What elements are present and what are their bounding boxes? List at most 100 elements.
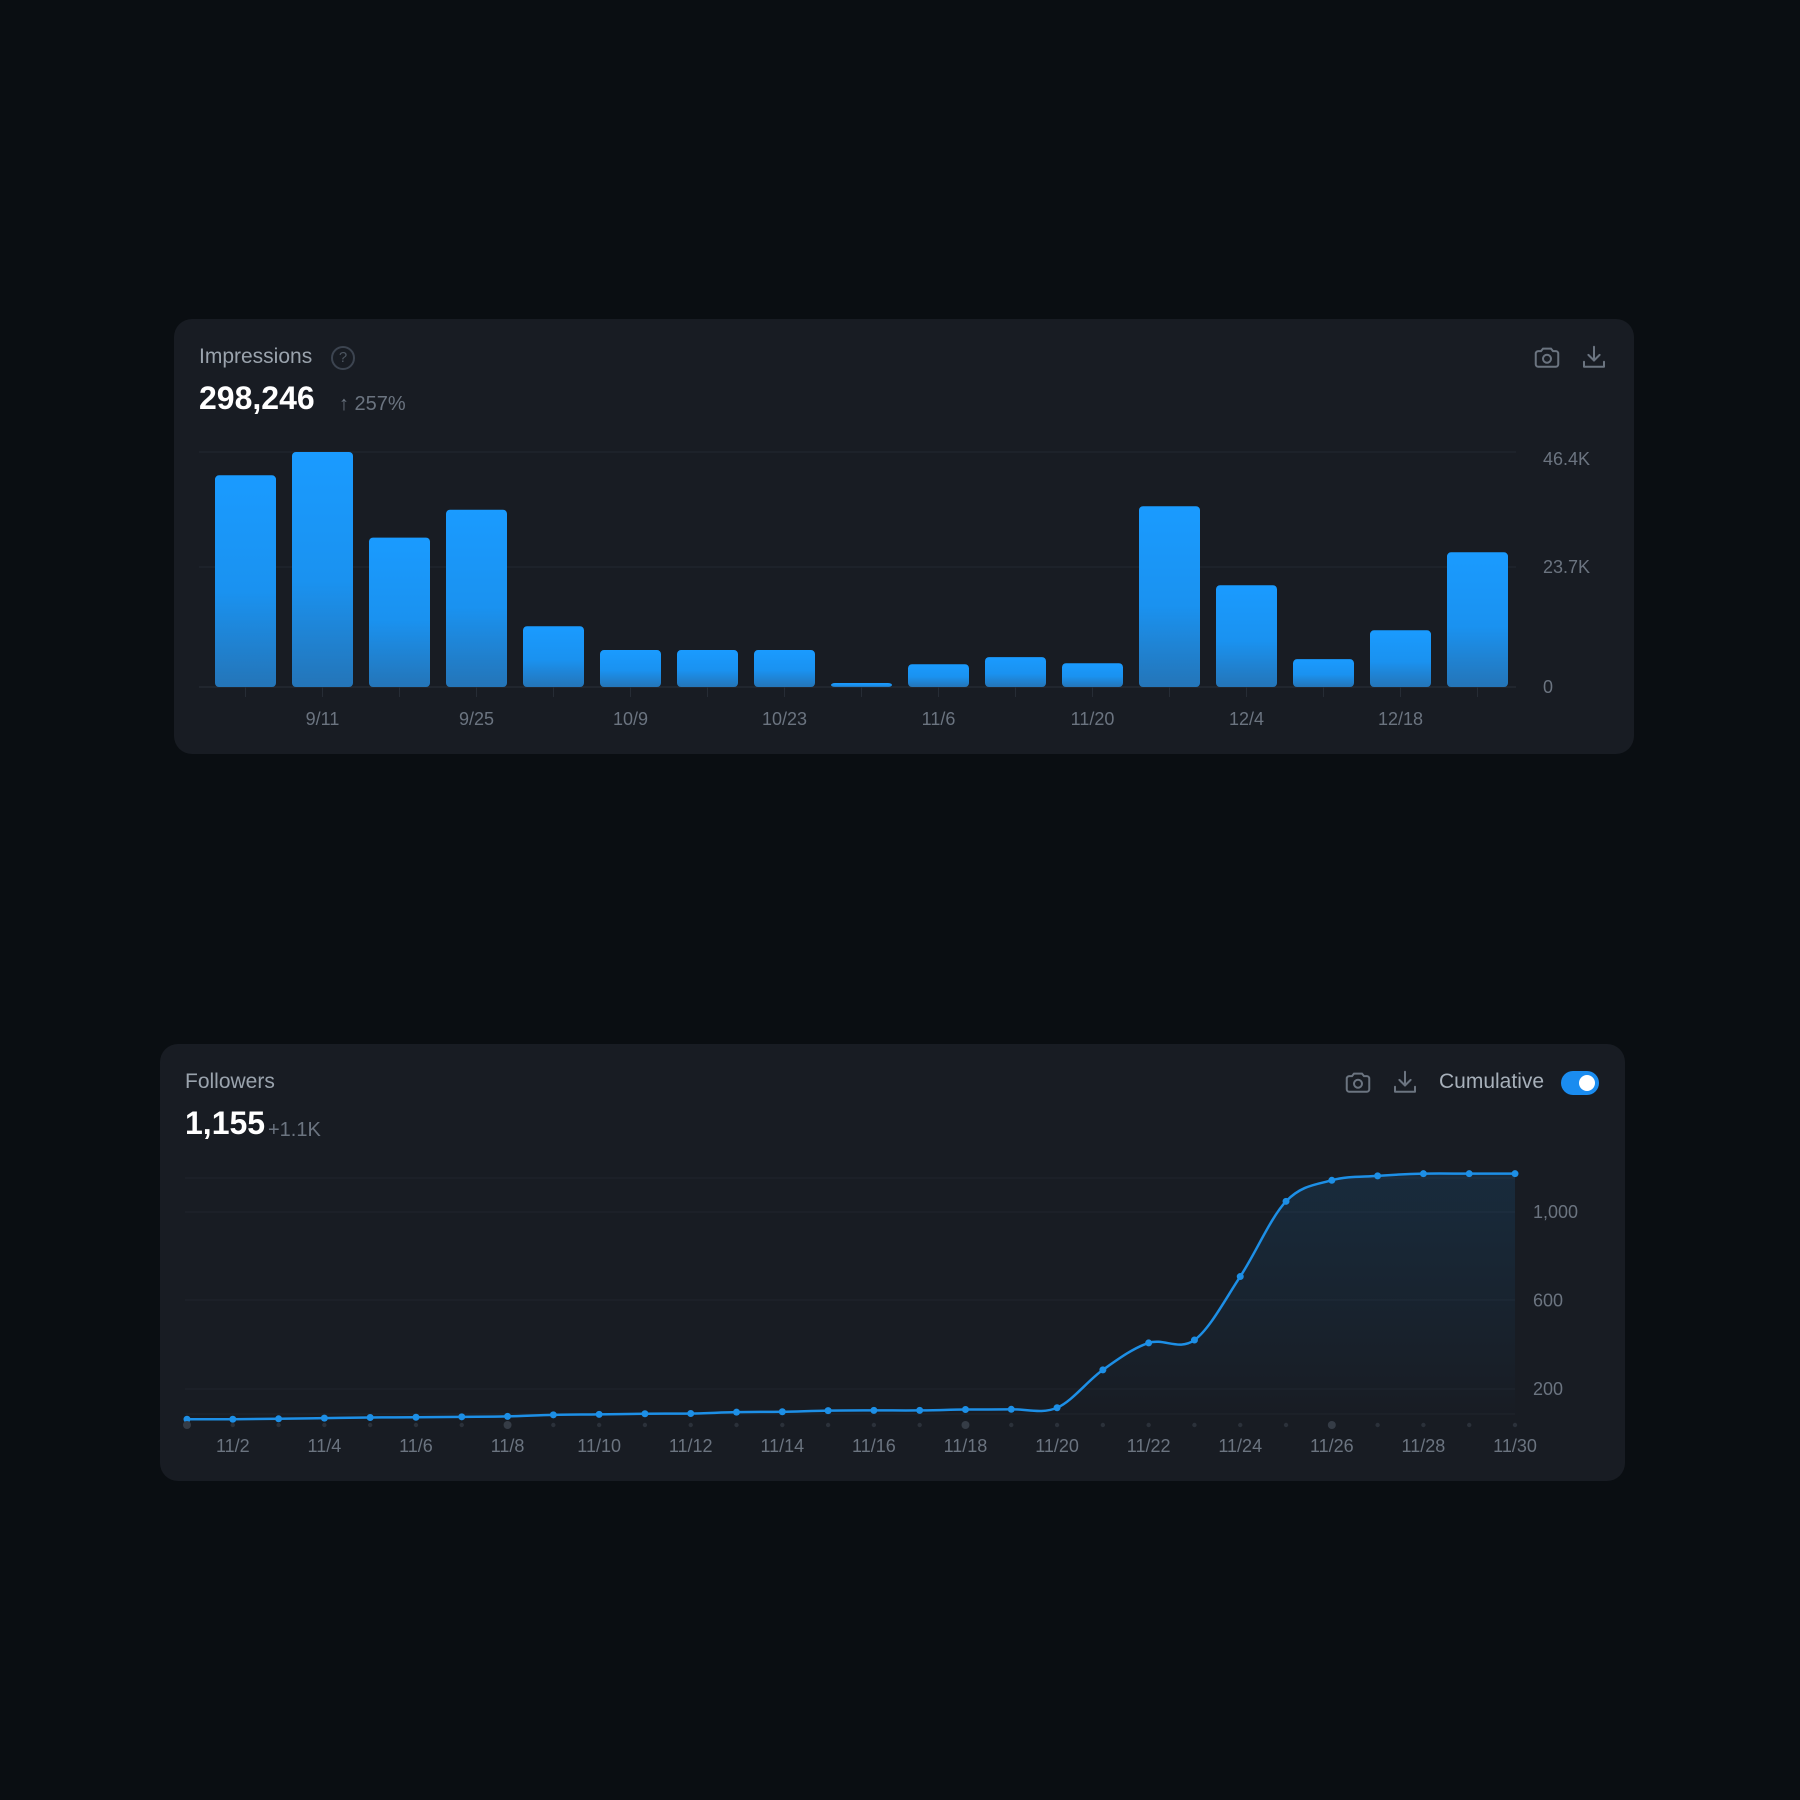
data-point [595,1410,603,1418]
bar [600,650,661,687]
camera-icon[interactable] [1343,1068,1373,1098]
x-tick-label: 9/25 [459,709,494,729]
bar [754,650,815,687]
toggle-knob [1579,1075,1595,1091]
data-point [1328,1176,1336,1184]
bar [1062,663,1123,687]
x-tick-label: 9/11 [306,709,340,729]
data-point [1374,1172,1382,1180]
camera-icon[interactable] [1532,343,1562,373]
x-axis-dot [322,1422,327,1428]
x-axis-dot [1238,1422,1243,1428]
x-axis-dot [1421,1422,1426,1428]
y-tick-label: 600 [1533,1291,1563,1311]
impressions-card: Impressions ? 298,246 ↑ 257% 46.4K 23.7K 0… [174,319,1634,754]
followers-title: Followers [185,1070,275,1093]
x-tick-label: 11/20 [1071,709,1115,729]
data-point [504,1412,512,1420]
data-point [412,1413,420,1421]
x-axis-dot [688,1422,693,1428]
x-axis-dot [1327,1421,1336,1429]
impressions-bar-chart: 46.4K 23.7K 0 9/11 9/25 10/9 10/23 11/6 11/20 12/… [199,449,1590,729]
data-point [366,1413,374,1421]
x-axis-dot [459,1422,464,1428]
x-axis-dot [1283,1422,1289,1428]
x-axis-dot [1192,1422,1197,1428]
help-icon[interactable]: ? [331,346,355,370]
x-axis-dot [734,1422,739,1428]
x-tick-label: 11/16 [852,1436,896,1456]
bar [1370,630,1431,687]
data-point [458,1413,466,1421]
y-tick-label: 200 [1533,1379,1563,1399]
x-axis-dot [1512,1422,1518,1428]
data-point [1190,1336,1198,1344]
x-tick-label: 11/22 [1127,1436,1171,1456]
x-tick-label: 11/10 [577,1436,621,1456]
data-point [687,1409,695,1417]
bar [369,537,430,687]
data-point [1099,1366,1107,1374]
data-point [229,1415,237,1423]
x-tick-label: 10/23 [762,709,807,729]
data-point [733,1408,741,1416]
data-point [1236,1273,1244,1281]
data-point [183,1415,191,1423]
x-axis-dot [183,1421,191,1429]
data-point [1282,1197,1290,1205]
bar [1447,552,1508,687]
x-axis-dot [367,1422,373,1428]
data-point [1419,1170,1427,1178]
data-point [641,1410,649,1418]
x-axis-dot [917,1422,922,1428]
x-axis-dot [871,1422,877,1428]
followers-area-chart: 1,000 600 200 11/2 11/4 11/6 11/8 11/10 11/12 11/… [183,1170,1578,1456]
x-axis-dot [413,1422,419,1428]
x-axis-dot [230,1422,235,1428]
data-point [824,1407,832,1415]
x-axis-dot [276,1422,281,1428]
data-point [1145,1339,1153,1347]
cumulative-toggle-label: Cumulative [1439,1070,1545,1093]
x-axis-dot [1146,1422,1151,1428]
bar [1139,506,1200,687]
x-tick-label: 11/28 [1402,1436,1446,1456]
x-tick-label: 11/6 [399,1436,433,1456]
x-tick-label: 11/20 [1035,1436,1079,1456]
x-tick-label: 11/8 [491,1436,525,1456]
followers-value: 1,155 [185,1105,266,1141]
x-axis-dot [780,1422,785,1428]
download-icon[interactable] [1579,343,1609,373]
x-axis-dot [503,1421,512,1429]
y-tick-label: 23.7K [1543,557,1590,577]
followers-change: +1.1K [268,1119,321,1141]
x-axis-dot [1009,1422,1014,1428]
data-point [275,1415,283,1423]
data-point [778,1408,786,1416]
bar [1293,659,1354,687]
x-tick-label: 10/9 [613,709,648,729]
x-axis-dot [825,1422,831,1428]
x-tick-label: 11/14 [760,1436,804,1456]
x-tick-label: 12/4 [1229,709,1264,729]
data-point [870,1406,878,1414]
x-axis-dot [551,1422,556,1428]
data-point [1053,1404,1061,1412]
x-tick-label: 11/24 [1218,1436,1262,1456]
bar [1216,585,1277,687]
bar [446,509,507,687]
followers-card: Followers 1,155 +1.1K Cumulative 1,000 60… [160,1044,1625,1481]
x-axis-dot [1100,1422,1106,1428]
cumulative-toggle[interactable] [1561,1071,1599,1095]
impressions-title: Impressions [199,345,313,368]
x-axis-dot [1054,1422,1060,1428]
x-axis-dot [1375,1422,1380,1428]
download-icon[interactable] [1390,1068,1420,1098]
x-tick-label: 11/6 [922,709,956,729]
impressions-change: ↑ 257% [339,393,406,415]
y-tick-label: 0 [1543,677,1553,697]
y-tick-label: 46.4K [1543,449,1590,469]
data-point [961,1406,969,1414]
impressions-value: 298,246 [199,380,315,416]
x-tick-label: 11/4 [308,1436,342,1456]
